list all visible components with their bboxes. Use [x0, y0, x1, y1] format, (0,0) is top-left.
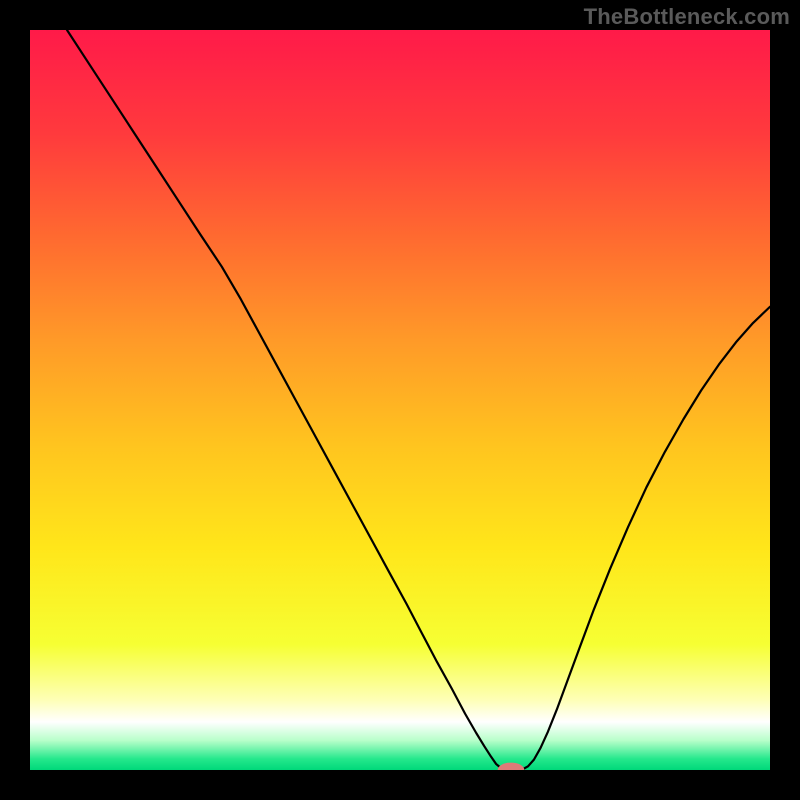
stage: TheBottleneck.com — [0, 0, 800, 800]
bottleneck-chart — [0, 0, 800, 800]
gradient-background — [30, 30, 770, 770]
watermark-text: TheBottleneck.com — [584, 4, 790, 30]
optimum-marker — [498, 763, 525, 778]
